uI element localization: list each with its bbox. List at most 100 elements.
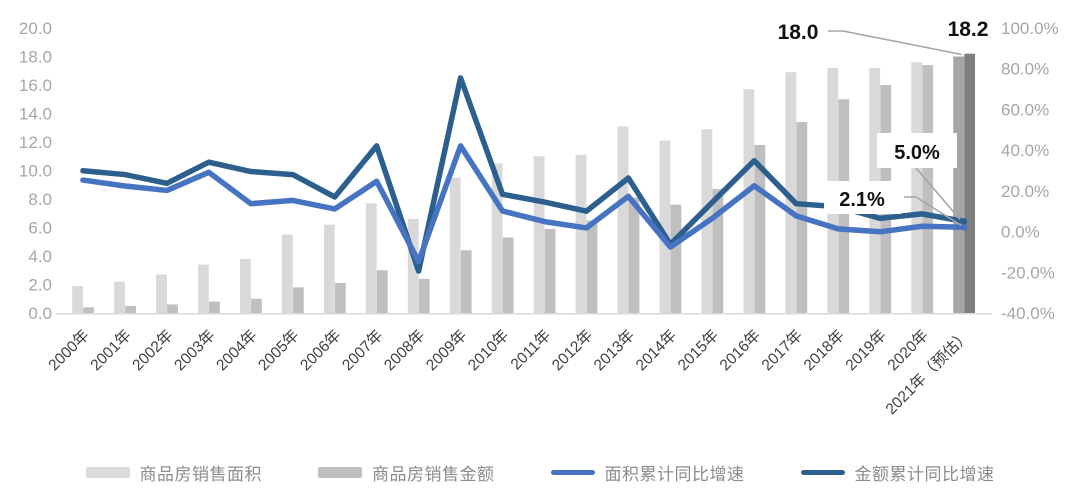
left-axis-tick-label: 2.0 (28, 276, 52, 295)
area-bar (911, 62, 923, 314)
x-axis-tick-label: 2000年 (45, 326, 93, 374)
amount-bar (670, 204, 682, 313)
amount-bar (209, 301, 220, 313)
left-axis-tick-label: 0.0 (28, 304, 52, 323)
x-axis-tick-label: 2010年 (464, 326, 512, 374)
legend-label-area-line: 面积累计同比增速 (604, 464, 745, 484)
area-bar (491, 163, 503, 313)
area-bar (659, 140, 671, 313)
x-axis-tick-label: 2008年 (380, 326, 428, 374)
area-line-end-dot (960, 224, 968, 231)
left-axis-tick-label: 8.0 (28, 190, 52, 209)
amount-bar (167, 304, 178, 313)
amount-bar (964, 53, 976, 314)
x-axis-tick-label: 2019年 (842, 326, 890, 374)
area-bar-swatch (85, 466, 130, 478)
amount-bar (586, 220, 598, 313)
amount-bar (754, 144, 766, 313)
annotation-box (877, 133, 957, 168)
x-axis-tick-label: 2001年 (87, 326, 135, 374)
area-bar (198, 264, 209, 313)
x-axis-tick-label: 2017年 (758, 326, 806, 374)
x-axis-tick-label: 2004年 (213, 326, 261, 374)
right-axis-tick-label: 0.0% (1001, 223, 1040, 242)
amount-bar (334, 283, 346, 313)
amount-bar (250, 298, 262, 313)
x-axis-tick-label: 2013年 (590, 326, 638, 374)
legend-label-area-bar: 商品房销售面积 (139, 464, 262, 484)
left-axis-tick-label: 20.0 (19, 19, 52, 38)
legend-item-amount-bar: 商品房销售金额 (318, 460, 495, 485)
amount-bar (418, 278, 430, 313)
legend-item-area-line: 面积累计同比增速 (550, 460, 745, 485)
area-bar (72, 285, 83, 313)
left-axis-tick-label: 12.0 (19, 133, 52, 152)
amount-bar (544, 228, 556, 313)
left-axis-tick-label: 10.0 (19, 162, 52, 181)
x-axis-tick-label: 2007年 (338, 326, 386, 374)
annotation-amount-growth-value: 5.0% (894, 142, 940, 164)
right-axis-tick-label: -20.0% (1001, 263, 1055, 282)
amount-growth-line (80, 75, 967, 274)
x-axis-tick-label: 2012年 (548, 326, 596, 374)
x-axis-tick-label: 2009年 (422, 326, 470, 374)
left-axis-tick-label: 6.0 (28, 219, 52, 238)
combo-chart: 20.0 18.0 16.0 14.0 12.0 10.0 8.0 6.0 4.0 2.0 0.0 1… (19, 18, 1059, 418)
legend-label-amount-bar: 商品房销售金额 (372, 464, 495, 484)
legend: 商品房销售面积 商品房销售金额 面积累计同比增速 金额累计同比增速 (0, 455, 1080, 489)
x-axis-tick-label: 2015年 (674, 326, 722, 374)
area-bar (785, 72, 797, 313)
x-axis-tick-label: 2006年 (296, 326, 344, 374)
x-axis-tick-label: 2014年 (632, 326, 680, 374)
amount-line-end-dot (960, 218, 968, 225)
area-bar (407, 218, 419, 313)
amount-line-swatch (800, 469, 845, 475)
annotation-leader-line (828, 30, 962, 56)
annotation-amount-bar-value: 18.2 (948, 18, 989, 41)
amount-bar (712, 189, 724, 313)
area-bar (365, 203, 377, 313)
area-bar (533, 156, 545, 313)
amount-bar (125, 305, 136, 313)
x-axis-tick-label: 2016年 (716, 326, 764, 374)
right-axis-tick-label: 100.0% (1001, 19, 1059, 38)
amount-bar (83, 307, 94, 313)
area-bar (281, 234, 293, 313)
amount-bar (502, 237, 514, 313)
annotation-leader-line (915, 167, 961, 220)
x-axis-tick-label: 2002年 (129, 326, 177, 374)
x-axis-tick-label: 2018年 (800, 326, 848, 374)
area-bar (239, 258, 251, 313)
area-bar (575, 154, 587, 313)
area-bar (156, 274, 167, 313)
amount-bar (292, 287, 304, 313)
area-bar (953, 56, 965, 313)
area-line-swatch (550, 469, 595, 475)
legend-item-area-bar: 商品房销售面积 (85, 460, 263, 485)
area-bar (617, 126, 629, 313)
left-axis-tick-label: 16.0 (19, 76, 52, 95)
x-axis-tick-label: 2005年 (255, 326, 303, 374)
amount-bar (376, 270, 388, 313)
annotation-area-growth-value: 2.1% (839, 189, 885, 211)
right-axis-tick-label: 60.0% (1001, 100, 1049, 119)
area-bar (114, 281, 125, 313)
annotation-box (824, 181, 901, 214)
annotation-area-bar-value: 18.0 (778, 21, 819, 44)
right-axis-tick-label: -40.0% (1001, 304, 1055, 323)
left-axis-tick-label: 14.0 (19, 105, 52, 124)
right-axis-tick-label: 80.0% (1001, 60, 1049, 79)
area-growth-line (80, 143, 967, 265)
right-axis-tick-label: 20.0% (1001, 182, 1049, 201)
annotation-leader-line (904, 196, 962, 226)
growth-lines-layer (80, 75, 968, 274)
legend-item-amount-line: 金额累计同比增速 (800, 460, 995, 485)
amount-bar-swatch (318, 466, 362, 478)
left-axis-tick-label: 18.0 (19, 48, 52, 67)
left-axis-tick-label: 4.0 (28, 247, 52, 266)
amount-bar (628, 197, 640, 313)
x-axis-tick-label: 2003年 (171, 326, 219, 374)
area-bar (743, 89, 755, 314)
area-bar (449, 177, 461, 313)
